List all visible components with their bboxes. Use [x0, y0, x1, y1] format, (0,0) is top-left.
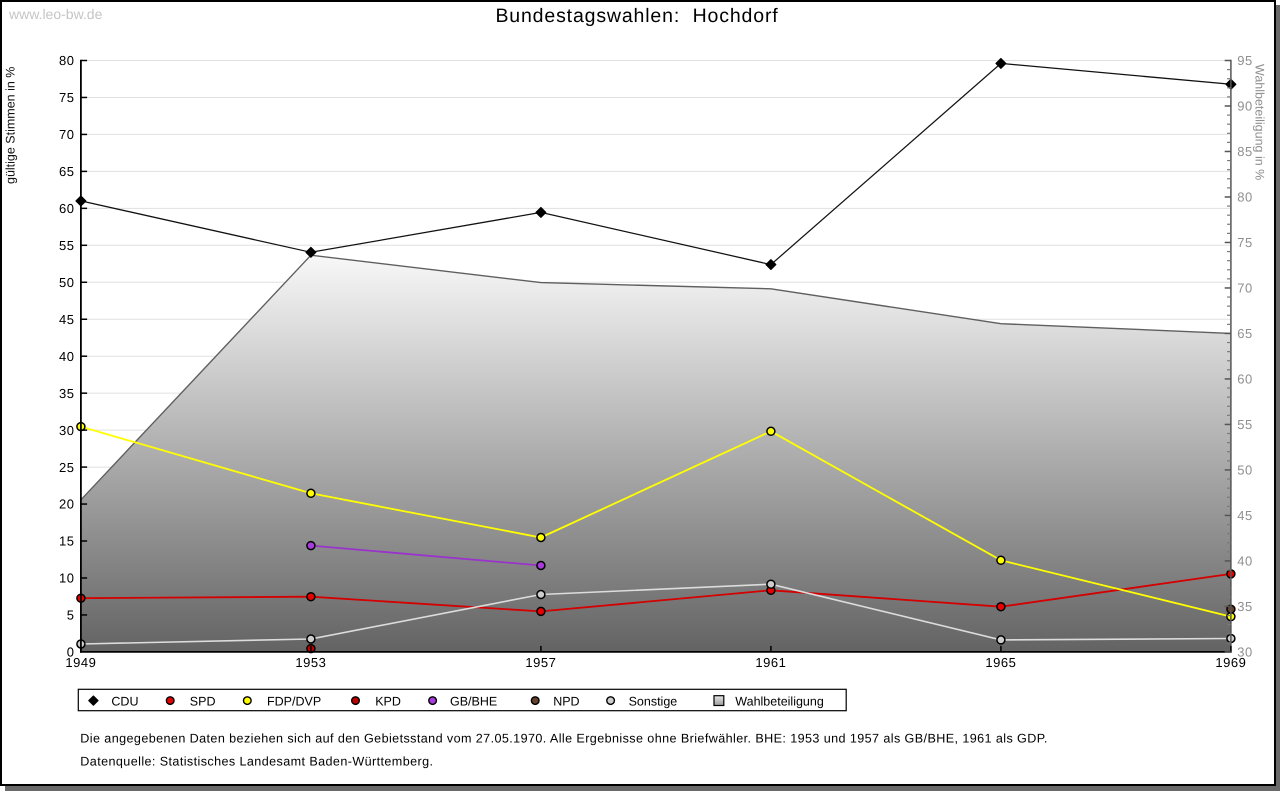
svg-text:90: 90: [1237, 99, 1252, 114]
svg-text:5: 5: [67, 608, 75, 623]
svg-text:1953: 1953: [295, 655, 326, 670]
svg-text:45: 45: [1237, 508, 1252, 523]
svg-text:1957: 1957: [525, 655, 556, 670]
svg-text:0: 0: [67, 645, 75, 660]
svg-text:40: 40: [59, 349, 74, 364]
svg-text:15: 15: [59, 534, 74, 549]
svg-text:65: 65: [1237, 326, 1252, 341]
svg-text:Datenquelle: Statistisches Lan: Datenquelle: Statistisches Landesamt Bad…: [80, 755, 433, 769]
svg-text:KPD: KPD: [375, 694, 401, 708]
svg-text:75: 75: [1237, 235, 1252, 250]
svg-text:70: 70: [1237, 281, 1252, 296]
svg-text:SPD: SPD: [190, 694, 216, 708]
svg-text:35: 35: [1237, 599, 1252, 614]
svg-text:Die angegebenen Daten beziehen: Die angegebenen Daten beziehen sich auf …: [80, 732, 1048, 746]
svg-text:60: 60: [59, 201, 74, 216]
svg-text:1965: 1965: [985, 655, 1016, 670]
svg-text:GB/BHE: GB/BHE: [450, 694, 497, 708]
svg-text:50: 50: [1237, 463, 1252, 478]
svg-text:85: 85: [1237, 144, 1252, 159]
svg-text:80: 80: [1237, 190, 1252, 205]
svg-text:95: 95: [1237, 53, 1252, 68]
svg-text:60: 60: [1237, 372, 1252, 387]
svg-text:1961: 1961: [755, 655, 786, 670]
svg-text:65: 65: [59, 164, 74, 179]
svg-text:1949: 1949: [65, 655, 96, 670]
svg-text:55: 55: [1237, 417, 1252, 432]
svg-text:50: 50: [59, 275, 74, 290]
svg-text:1969: 1969: [1215, 655, 1246, 670]
svg-text:Sonstige: Sonstige: [629, 694, 678, 708]
svg-text:NPD: NPD: [553, 694, 579, 708]
svg-text:Wahlbeteiligung in %: Wahlbeteiligung in %: [1253, 64, 1267, 180]
svg-text:Bundestagswahlen: Hochdorf: Bundestagswahlen: Hochdorf: [495, 5, 778, 27]
svg-text:gültige Stimmen in %: gültige Stimmen in %: [4, 67, 18, 184]
svg-text:10: 10: [59, 571, 74, 586]
svg-text:40: 40: [1237, 554, 1252, 569]
svg-text:80: 80: [59, 53, 74, 68]
svg-text:www.leo-bw.de: www.leo-bw.de: [8, 6, 103, 22]
svg-text:Wahlbeteiligung: Wahlbeteiligung: [735, 694, 824, 708]
svg-text:30: 30: [59, 423, 74, 438]
svg-text:CDU: CDU: [111, 694, 138, 708]
svg-text:70: 70: [59, 127, 74, 142]
svg-text:35: 35: [59, 386, 74, 401]
svg-text:25: 25: [59, 460, 74, 475]
svg-text:55: 55: [59, 238, 74, 253]
svg-text:30: 30: [1237, 645, 1252, 660]
svg-text:75: 75: [59, 90, 74, 105]
svg-text:FDP/DVP: FDP/DVP: [267, 694, 321, 708]
svg-text:45: 45: [59, 312, 74, 327]
svg-text:20: 20: [59, 497, 74, 512]
